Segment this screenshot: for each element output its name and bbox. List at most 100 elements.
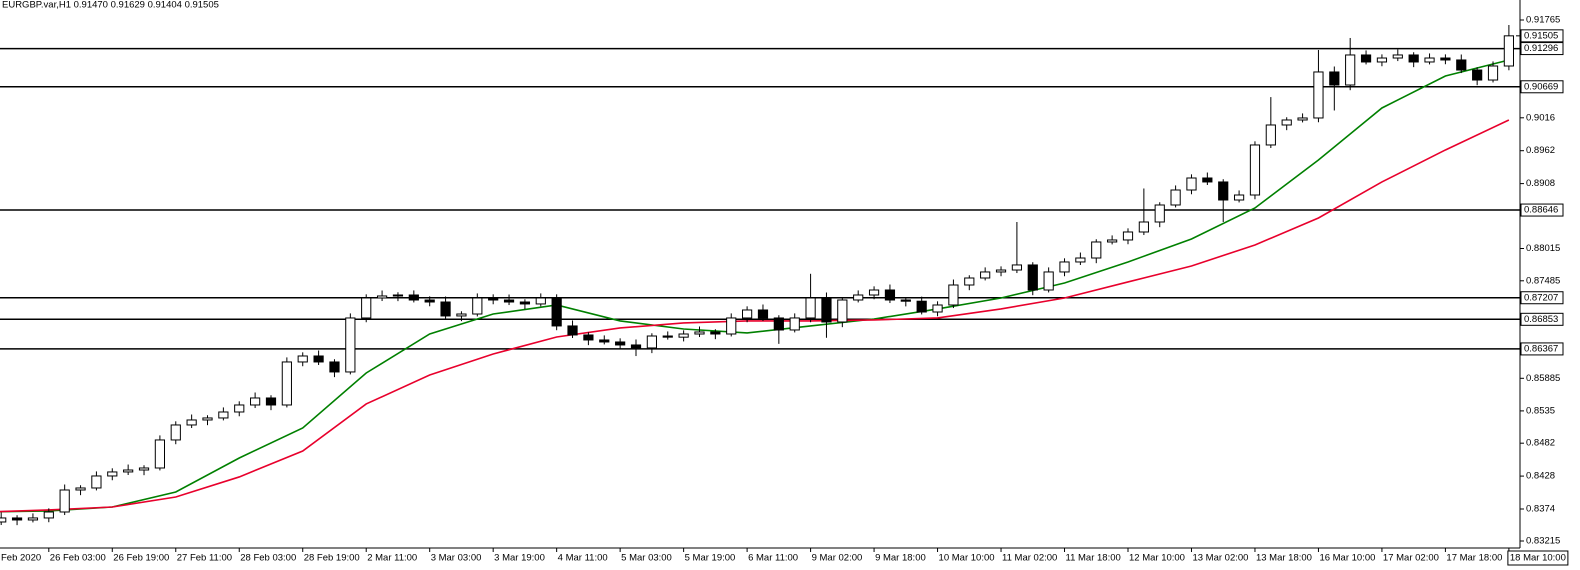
candle-body <box>345 317 356 373</box>
candle-body <box>1265 124 1276 146</box>
level-label: 0.86367 <box>1524 343 1558 354</box>
x-tick-label: 5 Mar 19:00 <box>685 553 736 564</box>
candle-body <box>694 331 705 335</box>
x-tick-label: Feb 2020 <box>1 553 41 564</box>
x-tick-label: 18 Mar 10:00 <box>1510 553 1566 564</box>
candle-body <box>742 309 753 319</box>
candle-body <box>361 297 372 319</box>
candle-body <box>1313 71 1324 119</box>
moving-average-line <box>0 59 1510 513</box>
candle-body <box>250 397 261 406</box>
candle-body <box>1027 264 1038 291</box>
x-tick-label: 26 Feb 19:00 <box>113 553 169 564</box>
level-label-box <box>1520 42 1564 56</box>
x-tick-label: 28 Feb 03:00 <box>240 553 296 564</box>
candle-body <box>1376 57 1388 63</box>
candle-body <box>1424 57 1435 63</box>
candle-body <box>27 517 39 521</box>
candle-body <box>408 294 419 301</box>
candle-body <box>837 299 848 323</box>
candle-body <box>1487 65 1499 81</box>
level-label: 0.86853 <box>1524 314 1558 325</box>
x-tick-label: 12 Mar 10:00 <box>1129 553 1185 564</box>
candle-body <box>599 339 610 343</box>
x-tick-label: 6 Mar 11:00 <box>748 553 798 564</box>
x-tick-label: 11 Mar 18:00 <box>1066 553 1121 564</box>
candle-body <box>535 297 546 305</box>
y-tick-label: 0.85885 <box>1526 373 1560 384</box>
candle-body <box>1011 264 1023 271</box>
candle-body <box>1138 221 1149 233</box>
y-tick-label: 0.9016 <box>1526 112 1555 123</box>
candle-body <box>503 299 515 303</box>
y-tick-label: 0.8962 <box>1526 145 1555 156</box>
candle-body <box>1059 261 1070 273</box>
y-tick-label: 0.8535 <box>1526 405 1555 416</box>
x-tick-label: 27 Feb 11:00 <box>177 553 232 564</box>
candle-body <box>916 300 927 313</box>
x-tick-label: 16 Mar 10:00 <box>1319 553 1375 564</box>
candle-body <box>868 289 880 296</box>
candle-body <box>1218 181 1229 201</box>
level-label: 0.87207 <box>1524 292 1558 303</box>
x-tick-label: 17 Mar 02:00 <box>1383 553 1439 564</box>
x-cursor-box <box>1507 550 1569 566</box>
y-tick-label: 0.88015 <box>1526 243 1560 254</box>
level-label: 0.91296 <box>1524 43 1558 54</box>
candle-body <box>43 511 54 519</box>
candle-body <box>1360 54 1372 63</box>
x-tick-label: 4 Mar 11:00 <box>558 553 608 564</box>
candle-body <box>1233 194 1245 201</box>
candle-body <box>488 297 499 301</box>
level-label-box <box>1520 342 1564 356</box>
candle-body <box>1154 204 1165 223</box>
candle-body <box>186 419 197 426</box>
candle-body <box>1170 189 1181 206</box>
level-label-box <box>1520 80 1564 94</box>
candle-body <box>170 424 181 441</box>
level-label-box <box>1520 312 1564 326</box>
x-tick-label: 5 Mar 03:00 <box>621 553 672 564</box>
candle-body <box>107 471 118 477</box>
x-tick-label: 10 Mar 10:00 <box>939 553 995 564</box>
candle-body <box>1043 271 1054 291</box>
candle-body <box>75 487 86 491</box>
candle-body <box>1408 54 1419 63</box>
x-tick-label: 13 Mar 18:00 <box>1256 553 1312 564</box>
candle-body <box>1503 35 1514 67</box>
candle-body <box>281 361 292 406</box>
candle-body <box>805 297 816 319</box>
moving-average-line <box>0 119 1510 513</box>
candle-body <box>821 297 832 323</box>
x-tick-label: 26 Feb 03:00 <box>50 553 106 564</box>
y-tick-label: 0.8428 <box>1526 471 1555 482</box>
candle-body <box>1329 71 1340 86</box>
candle-body <box>440 301 451 317</box>
candle-body <box>1392 54 1403 59</box>
candle-body <box>932 304 943 313</box>
candle-body <box>964 277 975 286</box>
candle-body <box>424 299 435 303</box>
candle-body <box>1107 239 1118 243</box>
candle-body <box>1122 231 1134 241</box>
y-tick-label: 0.91765 <box>1526 15 1560 26</box>
candle-body <box>234 404 245 413</box>
candle-body <box>472 297 483 315</box>
candle-body <box>11 517 23 521</box>
candle-body <box>773 317 784 331</box>
candle-body <box>218 411 229 419</box>
candle-body <box>297 355 308 363</box>
candle-body <box>329 361 340 373</box>
candle-body <box>551 297 562 327</box>
candle-body <box>1281 119 1292 126</box>
candle-body <box>392 294 404 297</box>
candle-body <box>646 335 657 349</box>
candle-body <box>884 289 896 301</box>
candle-body <box>59 489 70 513</box>
candle-body <box>154 439 165 469</box>
candle-body <box>948 284 959 306</box>
level-label: 0.90669 <box>1524 81 1558 92</box>
candle-body <box>1186 177 1197 191</box>
